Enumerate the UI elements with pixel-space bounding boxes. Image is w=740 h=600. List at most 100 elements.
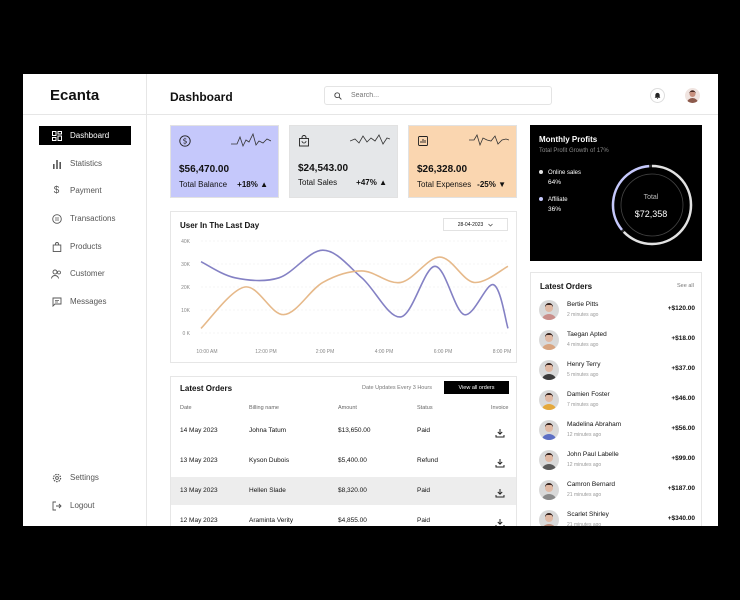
order-date: 12 May 2023 [180,517,218,524]
order-date: 13 May 2023 [180,487,218,494]
order-status: Paid [417,427,431,434]
order-status: Refund [417,457,438,464]
transactions-icon [51,213,62,224]
customer-name: Henry Terry [567,361,601,368]
order-amount: +$187.00 [667,485,695,492]
order-amount: +$120.00 [667,305,695,312]
list-item[interactable]: John Paul Labelle 12 minutes ago +$99.00 [539,448,695,472]
users-icon [51,268,62,279]
order-time: 5 minutes ago [567,372,599,378]
sparkline [469,134,509,147]
search-input[interactable] [351,92,531,99]
card-change: -25% ▼ [477,180,506,189]
sidebar-item-label: Products [70,242,102,251]
order-amount: +$56.00 [671,425,695,432]
caret-up-icon: ▲ [260,180,268,189]
order-status: Paid [417,517,431,524]
search-bar[interactable] [324,86,552,105]
sidebar-item-settings[interactable]: Settings [39,468,131,487]
order-status: Paid [417,487,431,494]
list-item[interactable]: Bertie Pitts 2 minutes ago +$120.00 [539,298,695,322]
sidebar-item-products[interactable]: Products [39,237,131,256]
svg-text:$: $ [183,137,188,146]
divider [147,114,718,115]
legend-dot [539,170,543,174]
logo: Ecanta [50,87,100,104]
user-avatar[interactable] [685,88,700,103]
download-icon[interactable] [495,515,506,526]
list-item[interactable]: Camron Bernard 21 minutes ago +$187.00 [539,478,695,502]
avatar [539,420,559,440]
app-window: Ecanta Dashboard Statistics $ Payment Tr… [23,74,718,526]
sidebar-item-transactions[interactable]: Transactions [39,209,131,228]
sidebar-item-statistics[interactable]: Statistics [39,154,131,173]
notification-button[interactable] [650,88,665,103]
latest-orders-list: Latest Orders See all Bertie Pitts 2 minu… [530,272,702,526]
sidebar-item-label: Payment [70,186,102,195]
caret-up-icon: ▲ [379,178,387,187]
shopping-bag-icon [298,134,310,147]
list-item[interactable]: Madelina Abraham 12 minutes ago +$56.00 [539,418,695,442]
order-amount: $4,855.00 [338,517,367,524]
list-item[interactable]: Henry Terry 5 minutes ago +$37.00 [539,358,695,382]
x-tick-label: 10:00 AM [196,349,217,355]
logout-icon [51,500,62,511]
table-row[interactable]: 13 May 2023 Hellen Slade $8,320.00 Paid [171,477,516,505]
table-row[interactable]: 13 May 2023 Kyson Dubois $5,400.00 Refun… [171,447,516,475]
order-time: 7 minutes ago [567,402,599,408]
order-amount: $5,400.00 [338,457,367,464]
page-title: Dashboard [170,90,233,104]
customer-name: Damien Foster [567,391,610,398]
donut-value: $72,358 [634,209,668,219]
list-item[interactable]: Scarlet Shirley 21 minutes ago +$340.00 [539,508,695,526]
avatar [539,450,559,470]
column-header-date: Date [180,405,192,411]
list-item[interactable]: Taegan Apted 4 minutes ago +$18.00 [539,328,695,352]
customer-name: Bertie Pitts [567,301,599,308]
divider [23,114,147,115]
sidebar-item-label: Messages [70,297,107,306]
orders-title: Latest Orders [180,384,233,393]
x-tick-label: 12:00 PM [255,349,276,355]
donut-arc-online-sales [611,164,693,246]
sidebar-item-messages[interactable]: Messages [39,292,131,311]
see-all-link[interactable]: See all [677,283,694,289]
donut-label: Total [643,194,659,201]
card-label: Total Expenses [417,180,472,189]
sidebar-item-logout[interactable]: Logout [39,496,131,515]
shopping-bag-icon [51,241,62,252]
download-icon[interactable] [495,485,506,498]
avatar [539,390,559,410]
y-tick-label: 10K [181,308,191,314]
chevron-down-icon [488,223,494,226]
sparkline [231,132,271,148]
customer-name: Madelina Abraham [567,421,622,428]
download-icon[interactable] [495,455,506,468]
billing-name: Hellen Slade [249,487,286,494]
y-tick-label: 30K [181,262,191,268]
orders-note: Date Updates Every 3 Hours [362,385,433,391]
table-row[interactable]: 14 May 2023 Johna Tatum $13,650.00 Paid [171,417,516,445]
chart-title: User In The Last Day [180,221,260,230]
order-amount: $8,320.00 [338,487,367,494]
table-row[interactable]: 12 May 2023 Araminta Verity $4,855.00 Pa… [171,507,516,526]
sidebar-item-label: Dashboard [70,131,110,140]
sidebar-item-dashboard[interactable]: Dashboard [39,126,131,145]
legend-dot [539,197,543,201]
view-all-orders-button[interactable]: View all orders [444,381,509,394]
caret-down-icon: ▼ [498,180,506,189]
customer-name: Taegan Apted [567,331,607,338]
sidebar: Ecanta Dashboard Statistics $ Payment Tr… [23,74,147,526]
avatar [539,300,559,320]
gear-icon [51,472,62,483]
card-change: +18% ▲ [237,180,268,189]
order-time: 2 minutes ago [567,312,599,318]
download-icon[interactable] [495,425,506,438]
sidebar-item-payment[interactable]: $ Payment [39,181,131,200]
list-item[interactable]: Damien Foster 7 minutes ago +$46.00 [539,388,695,412]
sidebar-item-customer[interactable]: Customer [39,264,131,283]
line-chart: 0 K 10K 20K 30K 40K 10:00 AM 12:00 PM 2:00 PM 4:… [181,239,511,355]
sidebar-item-label: Transactions [70,214,116,223]
donut-arc-affiliate [611,164,693,246]
date-dropdown[interactable]: 28-04-2023 [443,218,508,231]
